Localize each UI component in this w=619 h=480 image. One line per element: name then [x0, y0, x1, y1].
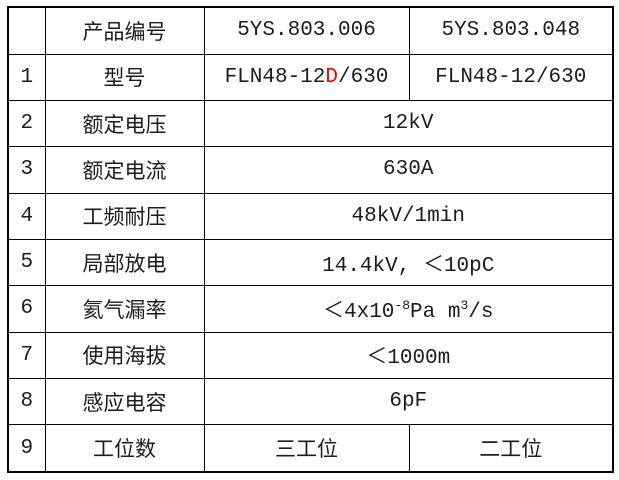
stations-b-cell: 二工位: [408, 424, 614, 473]
model-a-prefix: FLN48-12: [224, 65, 326, 89]
spec-label-cell: 产品编号: [44, 6, 205, 55]
model-a-highlight: D: [325, 65, 338, 89]
table-row-model: 1 型号 FLN48-12D/630 FLN48-12/630: [7, 53, 614, 101]
model-b-cell: FLN48-12/630: [408, 53, 614, 101]
spec-value-cell: 630A: [203, 146, 614, 194]
spec-label-cell: 型号: [44, 53, 205, 101]
table-row-withstand-voltage: 4 工频耐压 48kV/1min: [7, 192, 614, 240]
row-number-cell: 3: [7, 146, 46, 194]
row-number-cell: 1: [7, 53, 46, 101]
row-number-cell: [7, 6, 46, 55]
leak-rate-exponent: -8: [394, 297, 411, 313]
spec-value-cell: 12kV: [203, 99, 614, 148]
spec-label-cell: 工位数: [44, 424, 205, 473]
spec-value-cell: 6pF: [203, 377, 614, 426]
spec-label-cell: 额定电压: [44, 99, 205, 148]
spec-value-cell: 14.4kV, ＜10pC: [203, 238, 614, 287]
leak-rate-part: Pa m: [410, 300, 461, 324]
table-row-rated-current: 3 额定电流 630A: [7, 146, 614, 194]
spec-label-cell: 工频耐压: [44, 192, 205, 240]
spec-label-cell: 局部放电: [44, 238, 205, 287]
row-number-cell: 5: [7, 238, 46, 287]
product-number-b-cell: 5YS.803.048: [408, 6, 614, 55]
spec-value-cell: ＜4x10-8Pa m3/s: [203, 285, 614, 333]
row-number-cell: 7: [7, 331, 46, 380]
row-number-cell: 2: [7, 99, 46, 148]
spec-value-cell: ＜1000m: [203, 331, 614, 380]
row-number-cell: 9: [7, 424, 46, 473]
table-row-helium-leak-rate: 6 氦气漏率 ＜4x10-8Pa m3/s: [7, 285, 614, 333]
table-row-stations: 9 工位数 三工位 二工位: [7, 424, 614, 473]
product-number-a-cell: 5YS.803.006: [203, 6, 410, 55]
leak-rate-exponent: 3: [460, 297, 469, 313]
table-row-capacitance: 8 感应电容 6pF: [7, 377, 614, 426]
spec-label-cell: 氦气漏率: [44, 285, 205, 333]
spec-table: 产品编号 5YS.803.006 5YS.803.048 1 型号 FLN48-…: [7, 6, 614, 473]
table-row-header: 产品编号 5YS.803.006 5YS.803.048: [7, 6, 614, 55]
spec-label-cell: 使用海拔: [44, 331, 205, 380]
table-row-altitude: 7 使用海拔 ＜1000m: [7, 331, 614, 380]
spec-label-cell: 感应电容: [44, 377, 205, 426]
table-row-partial-discharge: 5 局部放电 14.4kV, ＜10pC: [7, 238, 614, 287]
row-number-cell: 8: [7, 377, 46, 426]
row-number-cell: 4: [7, 192, 46, 240]
leak-rate-part: ＜4x10: [323, 300, 395, 324]
spec-value-cell: 48kV/1min: [203, 192, 614, 240]
table-row-rated-voltage: 2 额定电压 12kV: [7, 99, 614, 148]
leak-rate-part: /s: [468, 300, 494, 324]
model-a-suffix: /630: [338, 65, 389, 89]
spec-label-cell: 额定电流: [44, 146, 205, 194]
stations-a-cell: 三工位: [203, 424, 410, 473]
model-a-cell: FLN48-12D/630: [203, 53, 410, 101]
row-number-cell: 6: [7, 285, 46, 333]
